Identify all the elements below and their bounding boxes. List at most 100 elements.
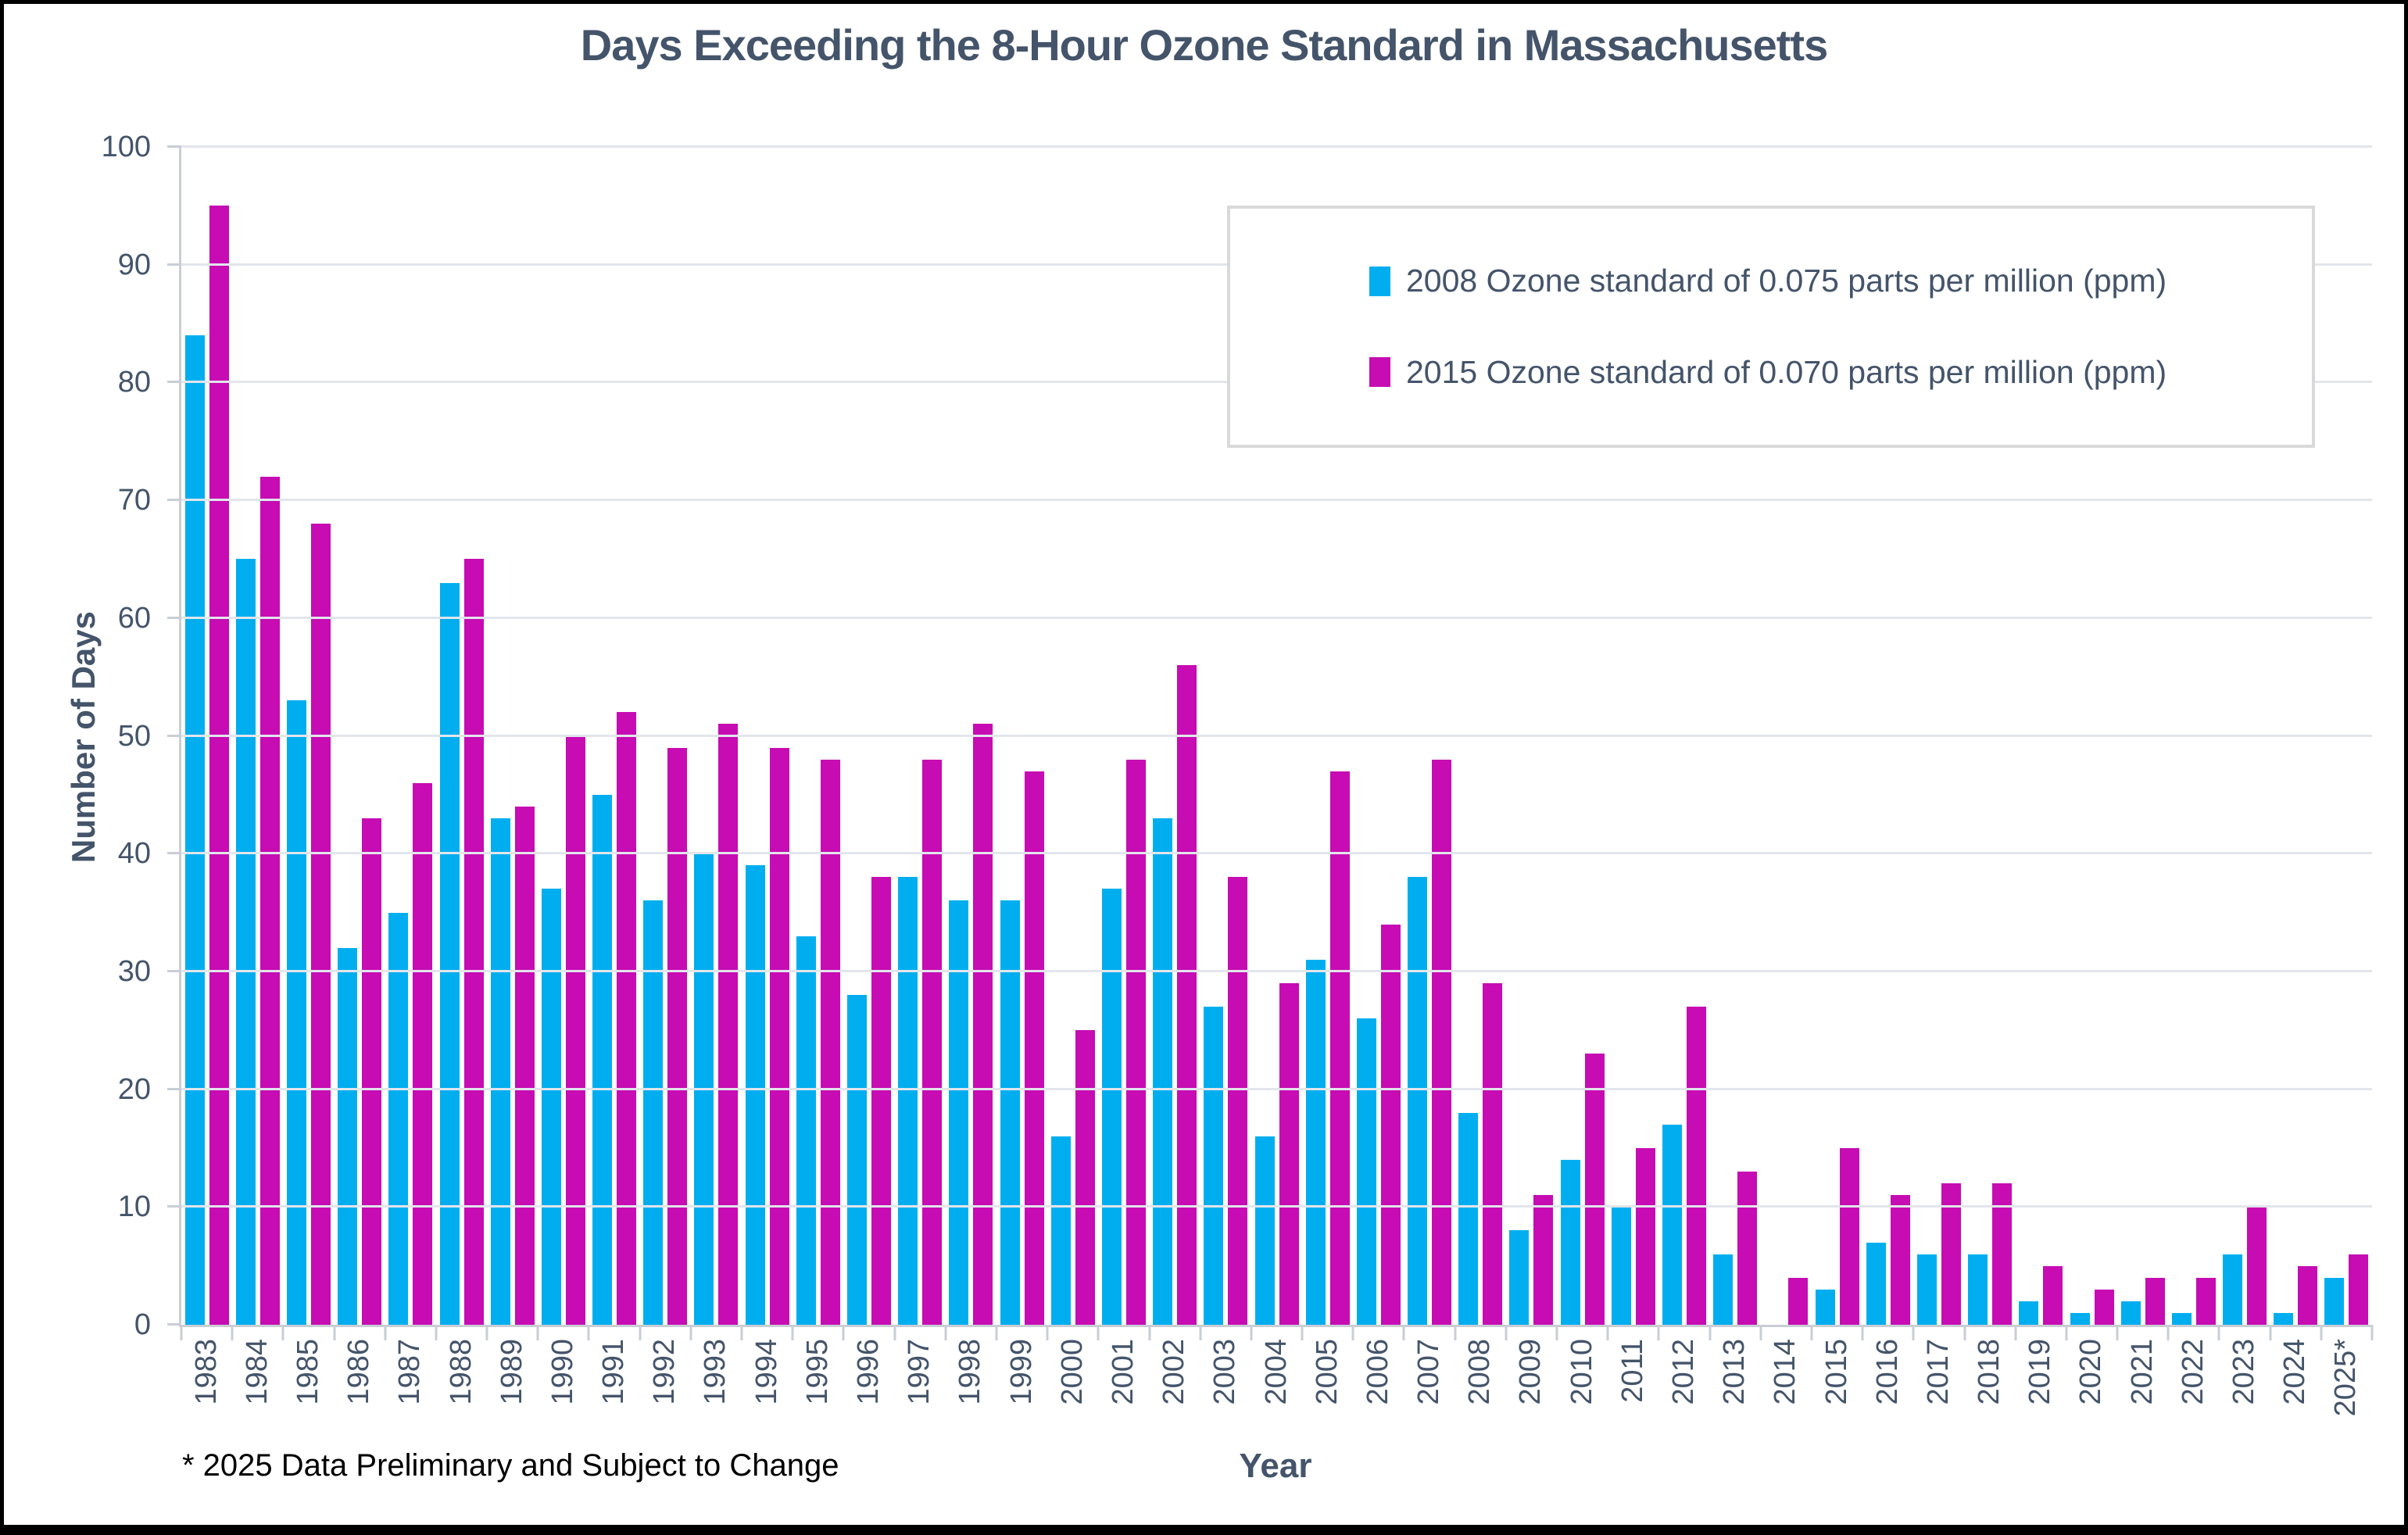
year-group-1991 (589, 147, 640, 1325)
bar-2015-standard-2004 (1279, 982, 1299, 1325)
x-tick-mark (587, 1325, 590, 1340)
bar-2008-standard-2024 (2274, 1312, 2294, 1325)
legend-item-2015-standard: 2015 Ozone standard of 0.070 parts per m… (1369, 354, 2312, 391)
bar-2008-standard-1984 (235, 559, 256, 1325)
bar-2015-standard-2014 (1788, 1277, 1809, 1325)
bar-2008-standard-1995 (796, 936, 816, 1325)
year-group-2021 (2117, 147, 2168, 1325)
x-tick-mark (1402, 1325, 1405, 1340)
x-tick-label: 2025* (2329, 1339, 2362, 1416)
year-group-2004 (1251, 147, 1302, 1325)
footnote: * 2025 Data Preliminary and Subject to C… (182, 1448, 839, 1483)
x-tick-label: 2006 (1361, 1339, 1394, 1405)
x-tick-label-text: 1994 (750, 1339, 783, 1405)
bar-2015-standard-1994 (769, 747, 789, 1325)
bar-2008-standard-1990 (541, 889, 561, 1325)
bar-2008-standard-2008 (1458, 1112, 1479, 1325)
bar-2008-standard-1997 (898, 877, 918, 1325)
x-tick-label-text: 1992 (648, 1339, 682, 1405)
x-tick-label: 2008 (1463, 1339, 1497, 1405)
bar-2015-standard-1989 (514, 806, 535, 1325)
x-axis-title: Year (1239, 1447, 1312, 1485)
x-tick-label: 2009 (1514, 1339, 1547, 1405)
x-tick-label-text: 2003 (1208, 1339, 1242, 1405)
year-group-1996 (843, 147, 894, 1325)
bar-2015-standard-1987 (413, 782, 433, 1325)
year-group-2009 (1506, 147, 1557, 1325)
y-tick-mark (167, 145, 181, 148)
x-tick-label-text: 1999 (1004, 1339, 1038, 1405)
y-tick-label: 80 (117, 366, 151, 399)
year-group-2005 (1302, 147, 1353, 1325)
year-group-1994 (742, 147, 793, 1325)
x-tick-mark (1351, 1325, 1354, 1340)
x-tick-mark (333, 1325, 336, 1340)
x-tick-label: 2004 (1260, 1339, 1293, 1405)
x-tick-mark (1759, 1325, 1762, 1340)
y-tick-label: 60 (117, 601, 151, 635)
x-tick-label-text: 2015 (1819, 1339, 1853, 1405)
y-axis-title-text: Number of Days (65, 610, 102, 864)
year-group-2012 (1658, 147, 1709, 1325)
x-tick-label-text: 1991 (597, 1339, 631, 1405)
x-tick-label-text: 1984 (240, 1339, 274, 1405)
x-tick-label-text: 2020 (2074, 1339, 2108, 1405)
legend-swatch-2008-standard (1369, 266, 1390, 296)
bar-2008-standard-1991 (592, 794, 613, 1325)
x-tick-label: 1997 (903, 1339, 936, 1405)
bar-2015-standard-2019 (2043, 1265, 2063, 1325)
year-group-1987 (385, 147, 436, 1325)
bar-2015-standard-2000 (1075, 1030, 1095, 1325)
y-tick-label: 50 (117, 719, 151, 753)
y-tick-mark (167, 263, 181, 266)
gridline (181, 616, 2372, 619)
x-tick-label: 2003 (1208, 1339, 1242, 1405)
x-tick-mark (2014, 1325, 2017, 1340)
bar-2008-standard-1985 (286, 700, 306, 1325)
x-tick-mark (1250, 1325, 1253, 1340)
x-tick-label-text: 2017 (1921, 1339, 1955, 1405)
bar-2008-standard-2025 (2324, 1277, 2345, 1325)
bar-2008-standard-2007 (1408, 877, 1428, 1325)
bar-2015-standard-1995 (820, 759, 840, 1325)
y-tick-mark (167, 969, 181, 972)
bar-2015-standard-2001 (1125, 759, 1146, 1325)
year-group-2008 (1455, 147, 1506, 1325)
gridline (181, 145, 2372, 148)
y-tick-mark (167, 499, 181, 502)
bar-2008-standard-1989 (490, 818, 510, 1325)
x-tick-mark (740, 1325, 743, 1340)
bar-2008-standard-2016 (1866, 1242, 1886, 1325)
y-tick-label: 0 (134, 1308, 151, 1341)
year-group-1990 (538, 147, 589, 1325)
year-group-1986 (335, 147, 385, 1325)
x-tick-label: 2001 (1107, 1339, 1140, 1405)
x-tick-label: 2024 (2278, 1339, 2311, 1405)
bar-2015-standard-2021 (2145, 1277, 2165, 1325)
legend-label-2008-standard: 2008 Ozone standard of 0.075 parts per m… (1406, 263, 2167, 299)
x-tick-label-text: 2008 (1463, 1339, 1497, 1405)
x-tick-mark (1301, 1325, 1304, 1340)
x-tick-label-text: 2016 (1870, 1339, 1904, 1405)
x-tick-mark (1657, 1325, 1660, 1340)
bar-2015-standard-1998 (973, 724, 993, 1325)
bar-2015-standard-1997 (922, 759, 943, 1325)
x-tick-label: 2012 (1667, 1339, 1701, 1405)
bar-2008-standard-2012 (1662, 1124, 1683, 1325)
bar-2008-standard-2019 (2019, 1301, 2039, 1325)
year-group-2000 (1047, 147, 1098, 1325)
x-tick-label-text: 2011 (1615, 1339, 1649, 1403)
x-tick-label: 1989 (496, 1339, 528, 1405)
x-tick-label-text: 1988 (444, 1339, 478, 1405)
y-tick-label: 40 (117, 837, 151, 871)
x-tick-mark (231, 1325, 234, 1340)
x-tick-label-text: 2010 (1565, 1339, 1598, 1405)
bar-2008-standard-2009 (1509, 1230, 1530, 1325)
x-tick-label-text: 2012 (1667, 1339, 1701, 1405)
x-tick-label-text: 1998 (954, 1339, 987, 1405)
bar-2015-standard-1986 (362, 818, 382, 1325)
x-tick-label: 2014 (1769, 1339, 1802, 1405)
year-group-1983 (181, 147, 232, 1325)
bar-2008-standard-1983 (184, 335, 205, 1325)
x-tick-label-text: 2000 (1055, 1339, 1089, 1405)
